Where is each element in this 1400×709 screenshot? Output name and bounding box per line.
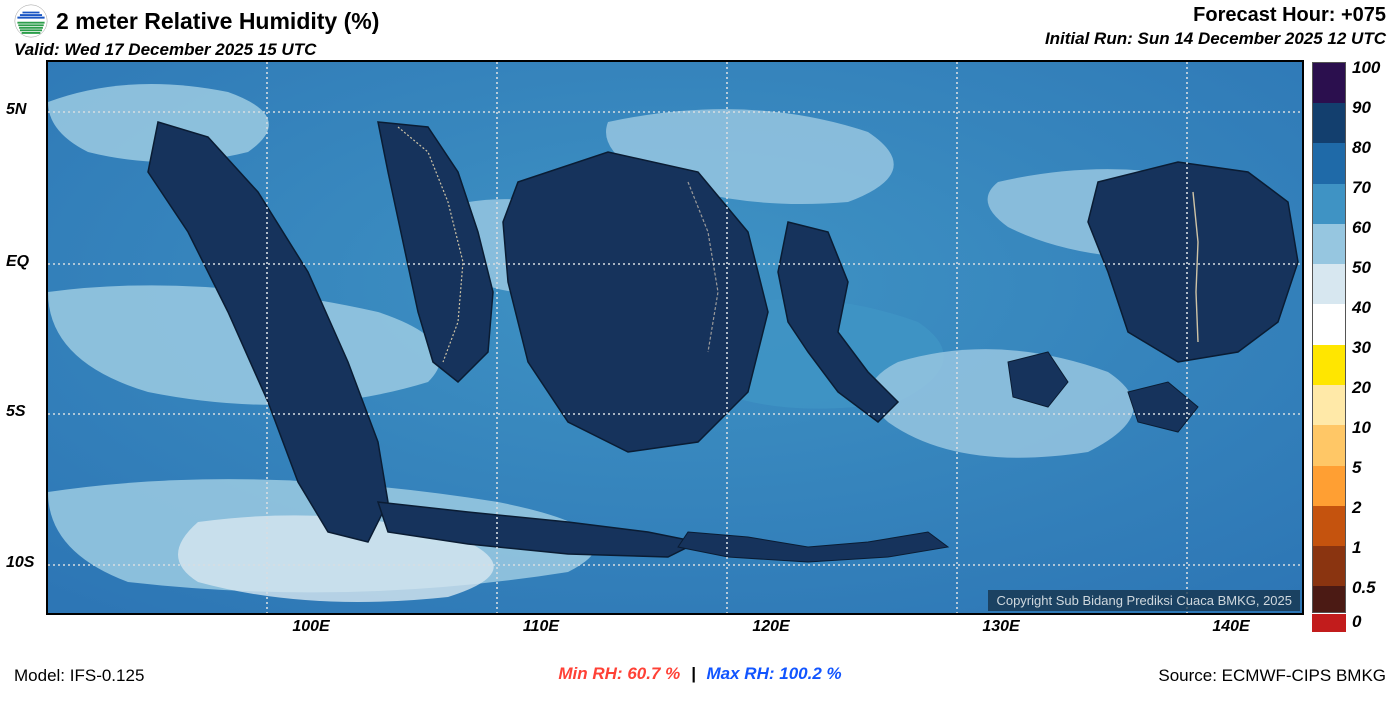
- max-rh-value: Max RH: 100.2 %: [706, 664, 841, 683]
- colorbar-seg-10: [1313, 425, 1345, 465]
- colorbar-seg-1: [1313, 546, 1345, 586]
- lat-tick-5s: 5S: [6, 403, 26, 421]
- lon-tick-100e: 100E: [292, 618, 329, 636]
- header-left-block: 2 meter Relative Humidity (%) Valid: Wed…: [0, 0, 393, 58]
- page-title: 2 meter Relative Humidity (%): [56, 8, 379, 35]
- colorbar-label-70: 70: [1352, 178, 1371, 198]
- colorbar-seg-40: [1313, 305, 1345, 345]
- colorbar-seg-60: [1313, 224, 1345, 264]
- colorbar-label-5: 5: [1352, 458, 1361, 478]
- lon-tick-120e: 120E: [752, 618, 789, 636]
- lon-tick-110e: 110E: [523, 618, 559, 636]
- footer-bar: Model: IFS-0.125 Min RH: 60.7 % | Max RH…: [0, 658, 1400, 708]
- colorbar-label-90: 90: [1352, 98, 1371, 118]
- colorbar-label-1: 1: [1352, 538, 1361, 558]
- minmax-row: Min RH: 60.7 % | Max RH: 100.2 %: [558, 664, 841, 684]
- lat-tick-10s: 10S: [6, 554, 34, 572]
- colorbar-seg-80: [1313, 143, 1345, 183]
- humidity-map[interactable]: Copyright Sub Bidang Prediksi Cuaca BMKG…: [46, 60, 1304, 615]
- lat-tick-5n: 5N: [6, 101, 26, 119]
- colorbar-seg-05: [1313, 586, 1345, 612]
- colorbar-seg-50: [1313, 264, 1345, 304]
- colorbar-seg-30: [1313, 345, 1345, 385]
- colorbar-seg-100: [1313, 63, 1345, 103]
- min-rh-value: Min RH: 60.7 %: [558, 664, 685, 683]
- initial-run-label: Initial Run: Sun 14 December 2025 12 UTC: [1045, 29, 1386, 49]
- map-header: 2 meter Relative Humidity (%) Valid: Wed…: [0, 0, 1400, 58]
- title-row: 2 meter Relative Humidity (%): [14, 4, 379, 38]
- colorbar-label-50: 50: [1352, 258, 1371, 278]
- copyright-label: Copyright Sub Bidang Prediksi Cuaca BMKG…: [988, 590, 1300, 611]
- bmkg-logo-icon: [14, 4, 48, 38]
- colorbar[interactable]: [1312, 62, 1346, 613]
- colorbar-label-30: 30: [1352, 338, 1371, 358]
- colorbar-label-100: 100: [1352, 58, 1380, 78]
- colorbar-seg-2: [1313, 506, 1345, 546]
- colorbar-label-60: 60: [1352, 218, 1371, 238]
- lat-tick-eq: EQ: [6, 253, 29, 271]
- source-label: Source: ECMWF-CIPS BMKG: [1158, 666, 1386, 686]
- colorbar-label-40: 40: [1352, 298, 1371, 318]
- colorbar-seg-20: [1313, 385, 1345, 425]
- colorbar-label-05: 0.5: [1352, 578, 1376, 598]
- valid-datetime: Valid: Wed 17 December 2025 15 UTC: [14, 40, 379, 60]
- colorbar-label-10: 10: [1352, 418, 1371, 438]
- colorbar-seg-90: [1313, 103, 1345, 143]
- colorbar-label-20: 20: [1352, 378, 1371, 398]
- colorbar-label-80: 80: [1352, 138, 1371, 158]
- colorbar-seg-5: [1313, 466, 1345, 506]
- header-right-block: Forecast Hour: +075 Initial Run: Sun 14 …: [1031, 0, 1400, 58]
- forecast-hour-label: Forecast Hour: +075: [1193, 4, 1386, 27]
- colorbar-seg-70: [1313, 184, 1345, 224]
- map-canvas: [48, 62, 1302, 613]
- lon-tick-140e: 140E: [1212, 618, 1249, 636]
- model-label: Model: IFS-0.125: [14, 666, 144, 686]
- colorbar-label-2: 2: [1352, 498, 1361, 518]
- colorbar-seg-0: [1312, 614, 1346, 632]
- lon-tick-130e: 130E: [982, 618, 1019, 636]
- colorbar-label-0: 0: [1352, 612, 1361, 632]
